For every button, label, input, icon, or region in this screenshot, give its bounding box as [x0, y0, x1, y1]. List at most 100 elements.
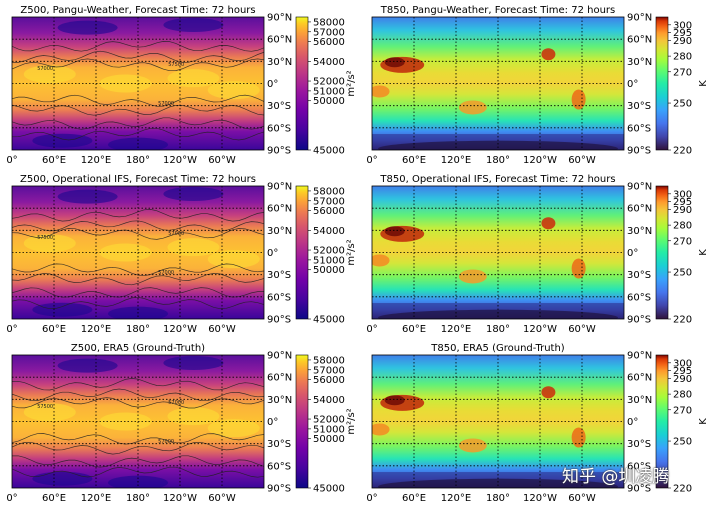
colorbar-label: m²/s²	[346, 70, 357, 96]
y-tick-label: 0°	[267, 248, 278, 259]
y-tick-label: 30°N	[627, 226, 652, 237]
panel-title: T850, Operational IFS, Forecast Time: 72…	[379, 174, 615, 185]
colorbar-tick-label: 290	[673, 374, 692, 385]
contour-label: 57000	[168, 231, 184, 237]
y-tick-label: 30°S	[627, 439, 651, 450]
x-tick-label: 0°	[366, 324, 377, 335]
colorbar-tick-label: 50000	[313, 96, 345, 107]
y-tick-label: 30°S	[267, 101, 291, 112]
contour-label: 57000	[158, 439, 174, 445]
contour-label: 57000	[168, 400, 184, 406]
colorbar-tick-label: 51000	[313, 255, 345, 266]
panel-t850-3: T850, ERA5 (Ground-Truth) 0° 60°E 120°E 180°…	[366, 343, 709, 504]
colorbar-tick-label: 57000	[313, 365, 345, 376]
panel-z500-3: Z500, ERA5 (Ground-Truth) 57500 57000 57000…	[6, 343, 357, 504]
contour-label: 57500	[168, 62, 184, 68]
colorbar	[655, 354, 669, 489]
x-tick-label: 120°W	[163, 324, 197, 335]
x-tick-label: 120°E	[81, 493, 111, 504]
y-tick-label: 90°S	[267, 315, 291, 326]
colorbar-tick-label: 56000	[313, 375, 345, 386]
colorbar-tick-label: 300	[673, 189, 692, 200]
x-tick-label: 180°	[126, 324, 150, 335]
x-tick-label: 60°E	[42, 324, 66, 335]
colorbar-tick-label: 290	[673, 205, 692, 216]
y-tick-label: 30°N	[267, 395, 292, 406]
colorbar-tick-label: 58000	[313, 17, 345, 28]
panel-title: Z500, ERA5 (Ground-Truth)	[71, 343, 205, 354]
x-tick-label: 180°	[126, 155, 150, 166]
colorbar-tick-label: 250	[673, 437, 692, 448]
colorbar-tick-label: 52000	[313, 77, 345, 88]
x-tick-label: 120°W	[523, 155, 557, 166]
y-tick-label: 30°N	[267, 226, 292, 237]
colorbar-tick-label: 300	[673, 20, 692, 31]
x-tick-label: 60°E	[402, 493, 426, 504]
y-tick-label: 60°N	[627, 35, 652, 46]
y-tick-label: 60°S	[267, 292, 291, 303]
x-tick-label: 120°E	[441, 155, 471, 166]
x-tick-label: 0°	[6, 324, 17, 335]
y-tick-label: 90°N	[267, 182, 292, 193]
x-tick-label: 120°W	[523, 493, 557, 504]
y-tick-label: 60°N	[267, 35, 292, 46]
x-tick-label: 0°	[6, 493, 17, 504]
y-tick-label: 90°N	[627, 351, 652, 362]
colorbar-tick-label: 250	[673, 99, 692, 110]
x-tick-label: 0°	[6, 155, 17, 166]
x-tick-label: 120°E	[81, 324, 111, 335]
x-tick-label: 60°W	[208, 324, 236, 335]
panel-title: T850, ERA5 (Ground-Truth)	[430, 343, 565, 354]
panel-t850-1: T850, Pangu-Weather, Forecast Time: 72 h…	[366, 5, 709, 166]
y-tick-label: 60°S	[627, 123, 651, 134]
colorbar-tick-label: 58000	[313, 355, 345, 366]
colorbar-tick-label: 51000	[313, 86, 345, 97]
contour-label: 57000	[158, 101, 174, 107]
contour-label: 57500	[37, 404, 53, 410]
colorbar-tick-label: 280	[673, 52, 692, 63]
y-tick-label: 60°S	[627, 461, 651, 472]
y-tick-label: 60°S	[267, 123, 291, 134]
x-tick-label: 60°W	[568, 324, 596, 335]
colorbar-tick-label: 54000	[313, 57, 345, 68]
colorbar-tick-label: 220	[673, 484, 692, 495]
colorbar-tick-label: 280	[673, 221, 692, 232]
y-tick-label: 90°N	[627, 13, 652, 24]
colorbar	[295, 16, 309, 151]
y-tick-label: 0°	[267, 417, 278, 428]
colorbar-tick-label: 52000	[313, 415, 345, 426]
y-tick-label: 30°S	[267, 439, 291, 450]
colorbar-tick-label: 54000	[313, 395, 345, 406]
panel-title: Z500, Operational IFS, Forecast Time: 72…	[20, 174, 256, 185]
y-tick-label: 60°S	[627, 292, 651, 303]
x-tick-label: 60°E	[42, 155, 66, 166]
x-tick-label: 180°	[486, 324, 510, 335]
x-tick-label: 0°	[366, 155, 377, 166]
y-tick-label: 60°N	[267, 204, 292, 215]
y-tick-label: 60°S	[267, 461, 291, 472]
colorbar-tick-label: 280	[673, 390, 692, 401]
colorbar-tick-label: 57000	[313, 27, 345, 38]
colorbar-tick-label: 220	[673, 146, 692, 157]
colorbar-tick-label: 295	[673, 366, 692, 377]
colorbar-tick-label: 270	[673, 236, 692, 247]
y-tick-label: 60°N	[627, 204, 652, 215]
panel-t850-2: T850, Operational IFS, Forecast Time: 72…	[366, 174, 709, 335]
x-tick-label: 60°E	[42, 493, 66, 504]
y-tick-label: 30°N	[627, 395, 652, 406]
colorbar-label: m²/s²	[346, 408, 357, 434]
x-tick-label: 0°	[366, 493, 377, 504]
y-tick-label: 0°	[627, 417, 638, 428]
x-tick-label: 180°	[126, 493, 150, 504]
colorbar-tick-label: 50000	[313, 434, 345, 445]
contour-label: 57000	[37, 66, 53, 72]
colorbar	[655, 185, 669, 320]
colorbar-tick-label: 295	[673, 28, 692, 39]
contour-label: 57500	[37, 235, 53, 241]
colorbar-tick-label: 54000	[313, 226, 345, 237]
y-tick-label: 90°S	[267, 146, 291, 157]
colorbar-tick-label: 56000	[313, 37, 345, 48]
y-tick-label: 90°S	[627, 315, 651, 326]
y-tick-label: 90°N	[267, 13, 292, 24]
